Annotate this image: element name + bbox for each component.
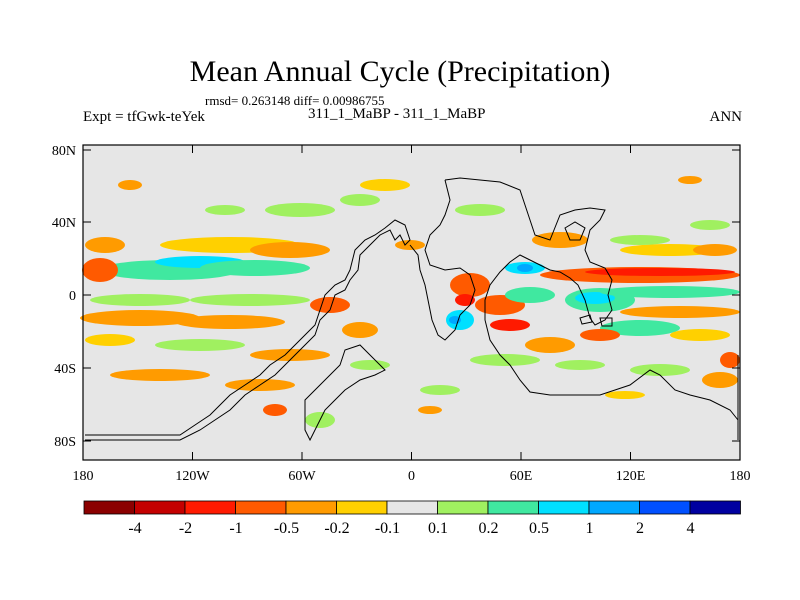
- y-tick-label: 40S: [54, 362, 76, 377]
- x-tick-label: 120E: [616, 469, 646, 484]
- case-label: 311_1_MaBP - 311_1_MaBP: [308, 106, 486, 122]
- x-tick-label: 0: [408, 469, 415, 484]
- x-tick-label: 60E: [510, 469, 533, 484]
- colorbar-swatch: [285, 500, 337, 515]
- colorbar-swatch: [487, 500, 539, 515]
- colorbar-label: 4: [687, 520, 695, 537]
- x-axis-ticks: [82, 145, 741, 460]
- colorbar-swatch: [437, 500, 489, 515]
- colorbar-swatch: [134, 500, 186, 515]
- rmsd-diff-stats: rmsd= 0.263148 diff= 0.00986755: [205, 93, 385, 108]
- x-tick-label: 180: [730, 469, 751, 484]
- colorbar-label: -0.2: [324, 520, 349, 537]
- colorbar-swatch: [184, 500, 236, 515]
- colorbar-label: -0.1: [375, 520, 400, 537]
- colorbar-label: 2: [636, 520, 644, 537]
- y-tick-label: 0: [69, 289, 76, 304]
- colorbar-label: 0.5: [529, 520, 549, 537]
- colorbar-swatch: [336, 500, 388, 515]
- colorbar-label: 1: [586, 520, 594, 537]
- colorbar-swatch: [639, 500, 691, 515]
- x-tick-label: 60W: [288, 469, 316, 484]
- colorbar-label: -0.5: [274, 520, 299, 537]
- colorbar-label: 0.2: [479, 520, 499, 537]
- colorbar-swatch: [235, 500, 287, 515]
- colorbar: [83, 500, 741, 515]
- colorbar-label: 0.1: [428, 520, 448, 537]
- y-tick-label: 80S: [54, 435, 76, 450]
- x-tick-label: 120W: [175, 469, 210, 484]
- colorbar-swatch: [83, 500, 135, 515]
- colorbar-swatch: [538, 500, 590, 515]
- coastline-outlines: [85, 177, 739, 442]
- colorbar-label: -4: [128, 520, 141, 537]
- colorbar-label: -1: [229, 520, 242, 537]
- y-tick-label: 40N: [52, 216, 76, 231]
- y-tick-label: 80N: [52, 144, 76, 159]
- colorbar-swatch: [689, 500, 741, 515]
- colorbar-swatch: [386, 500, 438, 515]
- colorbar-label: -2: [179, 520, 192, 537]
- colorbar-swatch: [588, 500, 640, 515]
- season-label: ANN: [709, 109, 743, 125]
- x-tick-label: 180: [73, 469, 94, 484]
- y-axis-ticks: [83, 149, 740, 442]
- colorbar-labels: -4 -2 -1 -0.5 -0.2 -0.1 0.1 0.2 0.5 1 2 …: [128, 520, 694, 537]
- experiment-label: Expt = tfGwk-teYek: [83, 109, 205, 125]
- chart-title: Mean Annual Cycle (Precipitation): [189, 55, 611, 88]
